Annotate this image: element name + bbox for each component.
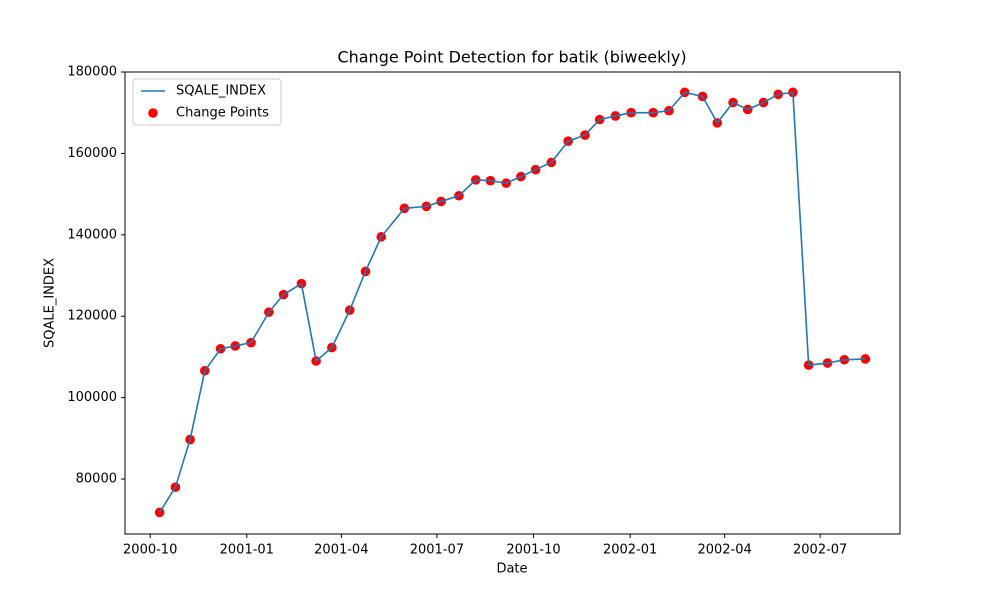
legend-label: SQALE_INDEX [176, 84, 266, 99]
legend-box [132, 78, 282, 126]
y-tick-label: 180000 [67, 65, 117, 80]
x-tick-label: 2002-04 [697, 543, 751, 558]
x-tick-label: 2001-10 [506, 543, 560, 558]
x-axis-label: Date [496, 562, 527, 577]
legend-marker [148, 108, 158, 118]
y-tick-label: 160000 [67, 146, 117, 161]
y-tick-label: 100000 [67, 390, 117, 405]
legend-label: Change Points [176, 106, 269, 121]
y-tick-label: 120000 [67, 309, 117, 324]
x-tick-label: 2001-07 [410, 543, 464, 558]
y-tick-label: 80000 [76, 472, 117, 487]
x-tick-label: 2001-01 [220, 543, 274, 558]
y-axis-label: SQALE_INDEX [43, 258, 58, 348]
y-tick-label: 140000 [67, 227, 117, 242]
x-tick-label: 2000-10 [123, 543, 177, 558]
chart-title: Change Point Detection for batik (biweek… [337, 48, 686, 67]
x-tick-label: 2002-07 [793, 543, 847, 558]
x-tick-label: 2001-04 [314, 543, 368, 558]
x-tick-label: 2002-01 [603, 543, 657, 558]
plot-frame [124, 71, 901, 535]
data-line [158, 91, 866, 513]
